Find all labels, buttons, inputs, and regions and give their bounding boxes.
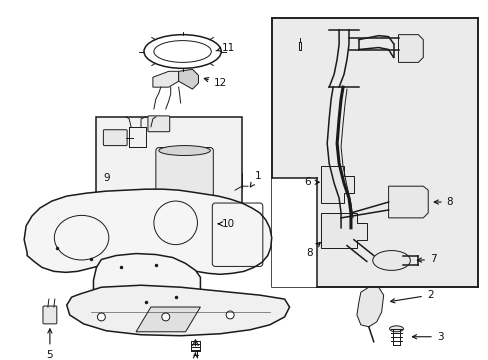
Text: 1: 1: [250, 171, 261, 187]
Polygon shape: [388, 186, 427, 218]
Circle shape: [97, 313, 105, 321]
Text: 2: 2: [390, 290, 433, 303]
Ellipse shape: [372, 251, 409, 270]
FancyBboxPatch shape: [148, 116, 169, 132]
Polygon shape: [178, 69, 198, 89]
Text: 12: 12: [204, 78, 226, 88]
Ellipse shape: [159, 145, 210, 156]
FancyBboxPatch shape: [156, 148, 213, 229]
Text: 7: 7: [417, 255, 436, 265]
Text: 6: 6: [304, 177, 319, 187]
Text: 11: 11: [216, 42, 234, 53]
Ellipse shape: [389, 326, 403, 332]
Polygon shape: [93, 253, 200, 308]
Text: 9: 9: [103, 173, 109, 183]
Polygon shape: [321, 213, 366, 248]
Polygon shape: [66, 285, 289, 336]
Circle shape: [162, 313, 169, 321]
Polygon shape: [321, 166, 353, 203]
Polygon shape: [398, 35, 423, 62]
Polygon shape: [136, 307, 200, 332]
Circle shape: [226, 311, 234, 319]
Text: 10: 10: [218, 219, 234, 229]
Text: 8: 8: [433, 197, 452, 207]
Polygon shape: [24, 189, 271, 274]
Polygon shape: [356, 287, 383, 327]
FancyBboxPatch shape: [96, 117, 242, 246]
Polygon shape: [153, 71, 178, 87]
Polygon shape: [271, 178, 317, 287]
Text: 3: 3: [411, 332, 443, 342]
FancyBboxPatch shape: [271, 18, 477, 287]
FancyBboxPatch shape: [43, 306, 57, 324]
FancyBboxPatch shape: [103, 130, 127, 145]
Text: 4: 4: [192, 350, 199, 360]
Text: 8: 8: [305, 242, 320, 257]
Text: 5: 5: [46, 329, 53, 360]
